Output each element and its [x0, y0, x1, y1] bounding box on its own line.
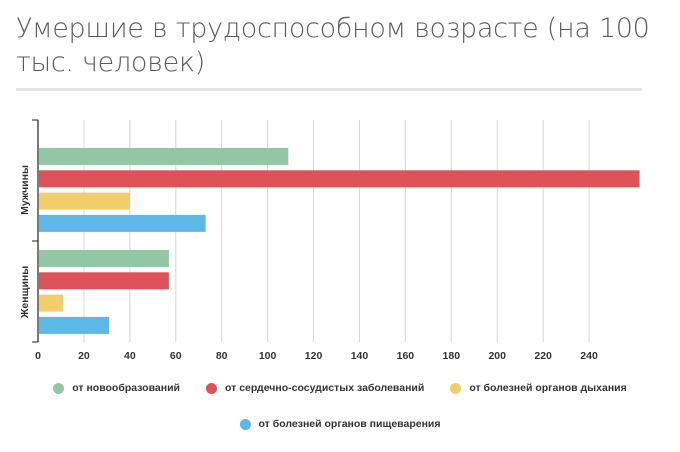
- x-tick-label: 220: [534, 350, 552, 362]
- category-label: Мужчины: [19, 165, 31, 215]
- x-tick-label: 200: [488, 350, 506, 362]
- legend-row-1: от новообразований от сердечно-сосудисты…: [0, 380, 680, 396]
- bar-women-0: [39, 250, 169, 267]
- title-divider: [16, 88, 642, 91]
- bar-men-2: [39, 192, 130, 210]
- legend-label-cardiovascular: от сердечно-сосудистых заболеваний: [225, 382, 425, 394]
- legend-item-digestive[interactable]: от болезней органов пищеварения: [239, 418, 441, 430]
- legend-label-neoplasms: от новообразований: [72, 382, 180, 394]
- x-tick-label: 160: [397, 350, 415, 362]
- legend-label-respiratory: от болезней органов дыхания: [469, 382, 627, 394]
- x-tick-label: 40: [124, 350, 136, 362]
- legend-swatch-cardiovascular: [206, 382, 217, 394]
- legend-item-cardiovascular[interactable]: от сердечно-сосудистых заболеваний: [206, 382, 424, 394]
- legend-swatch-digestive: [239, 418, 251, 430]
- legend-item-respiratory[interactable]: от болезней органов дыхания: [450, 382, 627, 394]
- x-tick-label: 20: [78, 350, 90, 362]
- chart-title: Умершие в трудоспособном возрасте (на 10…: [16, 13, 650, 78]
- x-tick-label: 140: [351, 350, 369, 362]
- bar-chart: 0 20 40 60 80 100 120 140 160 180 200 220 240 Мужчины…: [19, 119, 640, 362]
- bar-women-2: [39, 294, 64, 312]
- bar-men-0: [39, 148, 289, 165]
- x-tick-label: 240: [580, 350, 598, 362]
- x-tick-label: 100: [259, 350, 277, 362]
- x-tick-label: 60: [170, 350, 182, 362]
- x-tick-label: 180: [443, 350, 461, 362]
- legend-item-neoplasms[interactable]: от новообразований: [53, 382, 180, 394]
- bar-women-3: [39, 316, 110, 334]
- bar-women-1: [39, 272, 169, 290]
- legend-swatch-respiratory: [450, 382, 462, 394]
- x-tick-label: 80: [216, 350, 228, 362]
- bar-men-3: [39, 214, 206, 232]
- legend-label-digestive: от болезней органов пищеварения: [258, 418, 441, 430]
- legend-swatch-neoplasms: [53, 382, 65, 394]
- legend-row-2: от болезней органов пищеварения: [0, 416, 680, 432]
- category-label: Женщины: [19, 266, 31, 319]
- bar-men-1: [39, 170, 640, 188]
- legend: от новообразований от сердечно-сосудисты…: [0, 380, 680, 452]
- x-tick-label: 120: [305, 350, 323, 362]
- x-tick-label: 0: [35, 350, 41, 362]
